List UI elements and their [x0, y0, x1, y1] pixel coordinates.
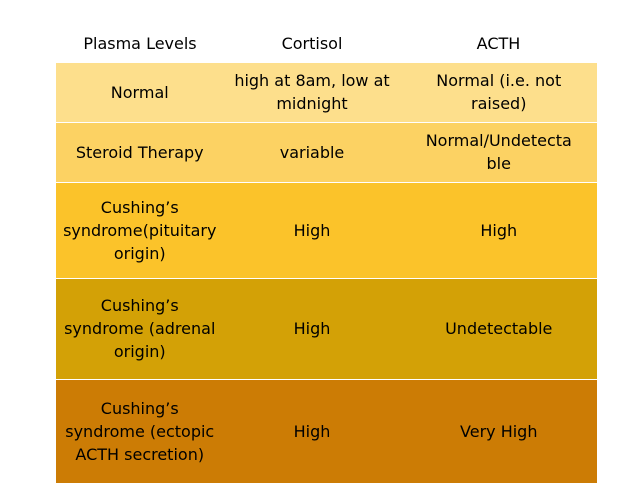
table-header-row: Plasma Levels Cortisol ACTH: [56, 24, 597, 63]
row-label-line: Cushing’s: [100, 197, 179, 217]
row-label-line: Cushing’s: [100, 398, 179, 418]
acth-line: ble: [486, 154, 511, 173]
row-label-cell: Cushing’s syndrome(pituitary origin): [56, 182, 224, 279]
table-row: Cushing’s syndrome(pituitary origin) Hig…: [56, 182, 597, 279]
row-label-cell: Cushing’s syndrome (adrenal origin): [56, 278, 224, 380]
row-label-line: Steroid Therapy: [75, 142, 204, 162]
row-label-line: origin): [113, 342, 166, 361]
row-label-line: origin): [113, 243, 166, 263]
table-row: Normal high at 8am, low at midnight Norm…: [56, 63, 597, 123]
header-plasma-levels: Plasma Levels: [83, 34, 197, 53]
row-label-line: syndrome(pituitary: [63, 220, 217, 240]
acth-cell: High: [400, 182, 597, 279]
row-label-line: syndrome (adrenal: [64, 319, 216, 338]
acth-line: Normal (i.e. not: [436, 71, 562, 91]
acth-line: Very High: [460, 421, 538, 441]
row-label-cell: Normal: [56, 63, 224, 123]
acth-line: Normal/Undetecta: [425, 131, 572, 150]
cortisol-line: high at 8am, low at: [234, 71, 390, 91]
row-label-cell: Cushing’s syndrome (ectopic ACTH secreti…: [56, 379, 224, 483]
cortisol-line: High: [293, 220, 331, 240]
row-label-line: syndrome (ectopic: [65, 421, 215, 441]
acth-line: Undetectable: [445, 319, 553, 338]
acth-cell: Very High: [400, 379, 597, 483]
acth-cell: Undetectable: [400, 278, 597, 380]
acth-line: High: [480, 220, 518, 240]
acth-cell: Normal (i.e. not raised): [400, 63, 597, 123]
cortisol-line: midnight: [276, 94, 348, 114]
acth-line: raised): [471, 94, 527, 114]
cortisol-cell: high at 8am, low at midnight: [224, 63, 400, 123]
row-label-line: Cushing’s: [100, 296, 179, 315]
cortisol-cell: High: [224, 278, 400, 380]
cortisol-line: High: [293, 421, 331, 441]
table-row: Steroid Therapy variable Normal/Undetect…: [56, 122, 597, 183]
cortisol-cell: variable: [224, 122, 400, 183]
cortisol-line: High: [293, 319, 331, 338]
header-acth: ACTH: [476, 34, 521, 53]
acth-cell: Normal/Undetecta ble: [400, 122, 597, 183]
row-label-line: Normal: [110, 82, 169, 102]
table-row: Cushing’s syndrome (ectopic ACTH secreti…: [56, 379, 597, 483]
table-row: Cushing’s syndrome (adrenal origin) High…: [56, 278, 597, 380]
header-cortisol: Cortisol: [281, 34, 343, 53]
cortisol-line: variable: [279, 142, 345, 162]
row-label-line: ACTH secretion): [75, 444, 205, 464]
plasma-levels-table: Plasma Levels Cortisol ACTH Normal high …: [56, 24, 597, 483]
cortisol-cell: High: [224, 379, 400, 483]
cortisol-cell: High: [224, 182, 400, 279]
row-label-cell: Steroid Therapy: [56, 122, 224, 183]
